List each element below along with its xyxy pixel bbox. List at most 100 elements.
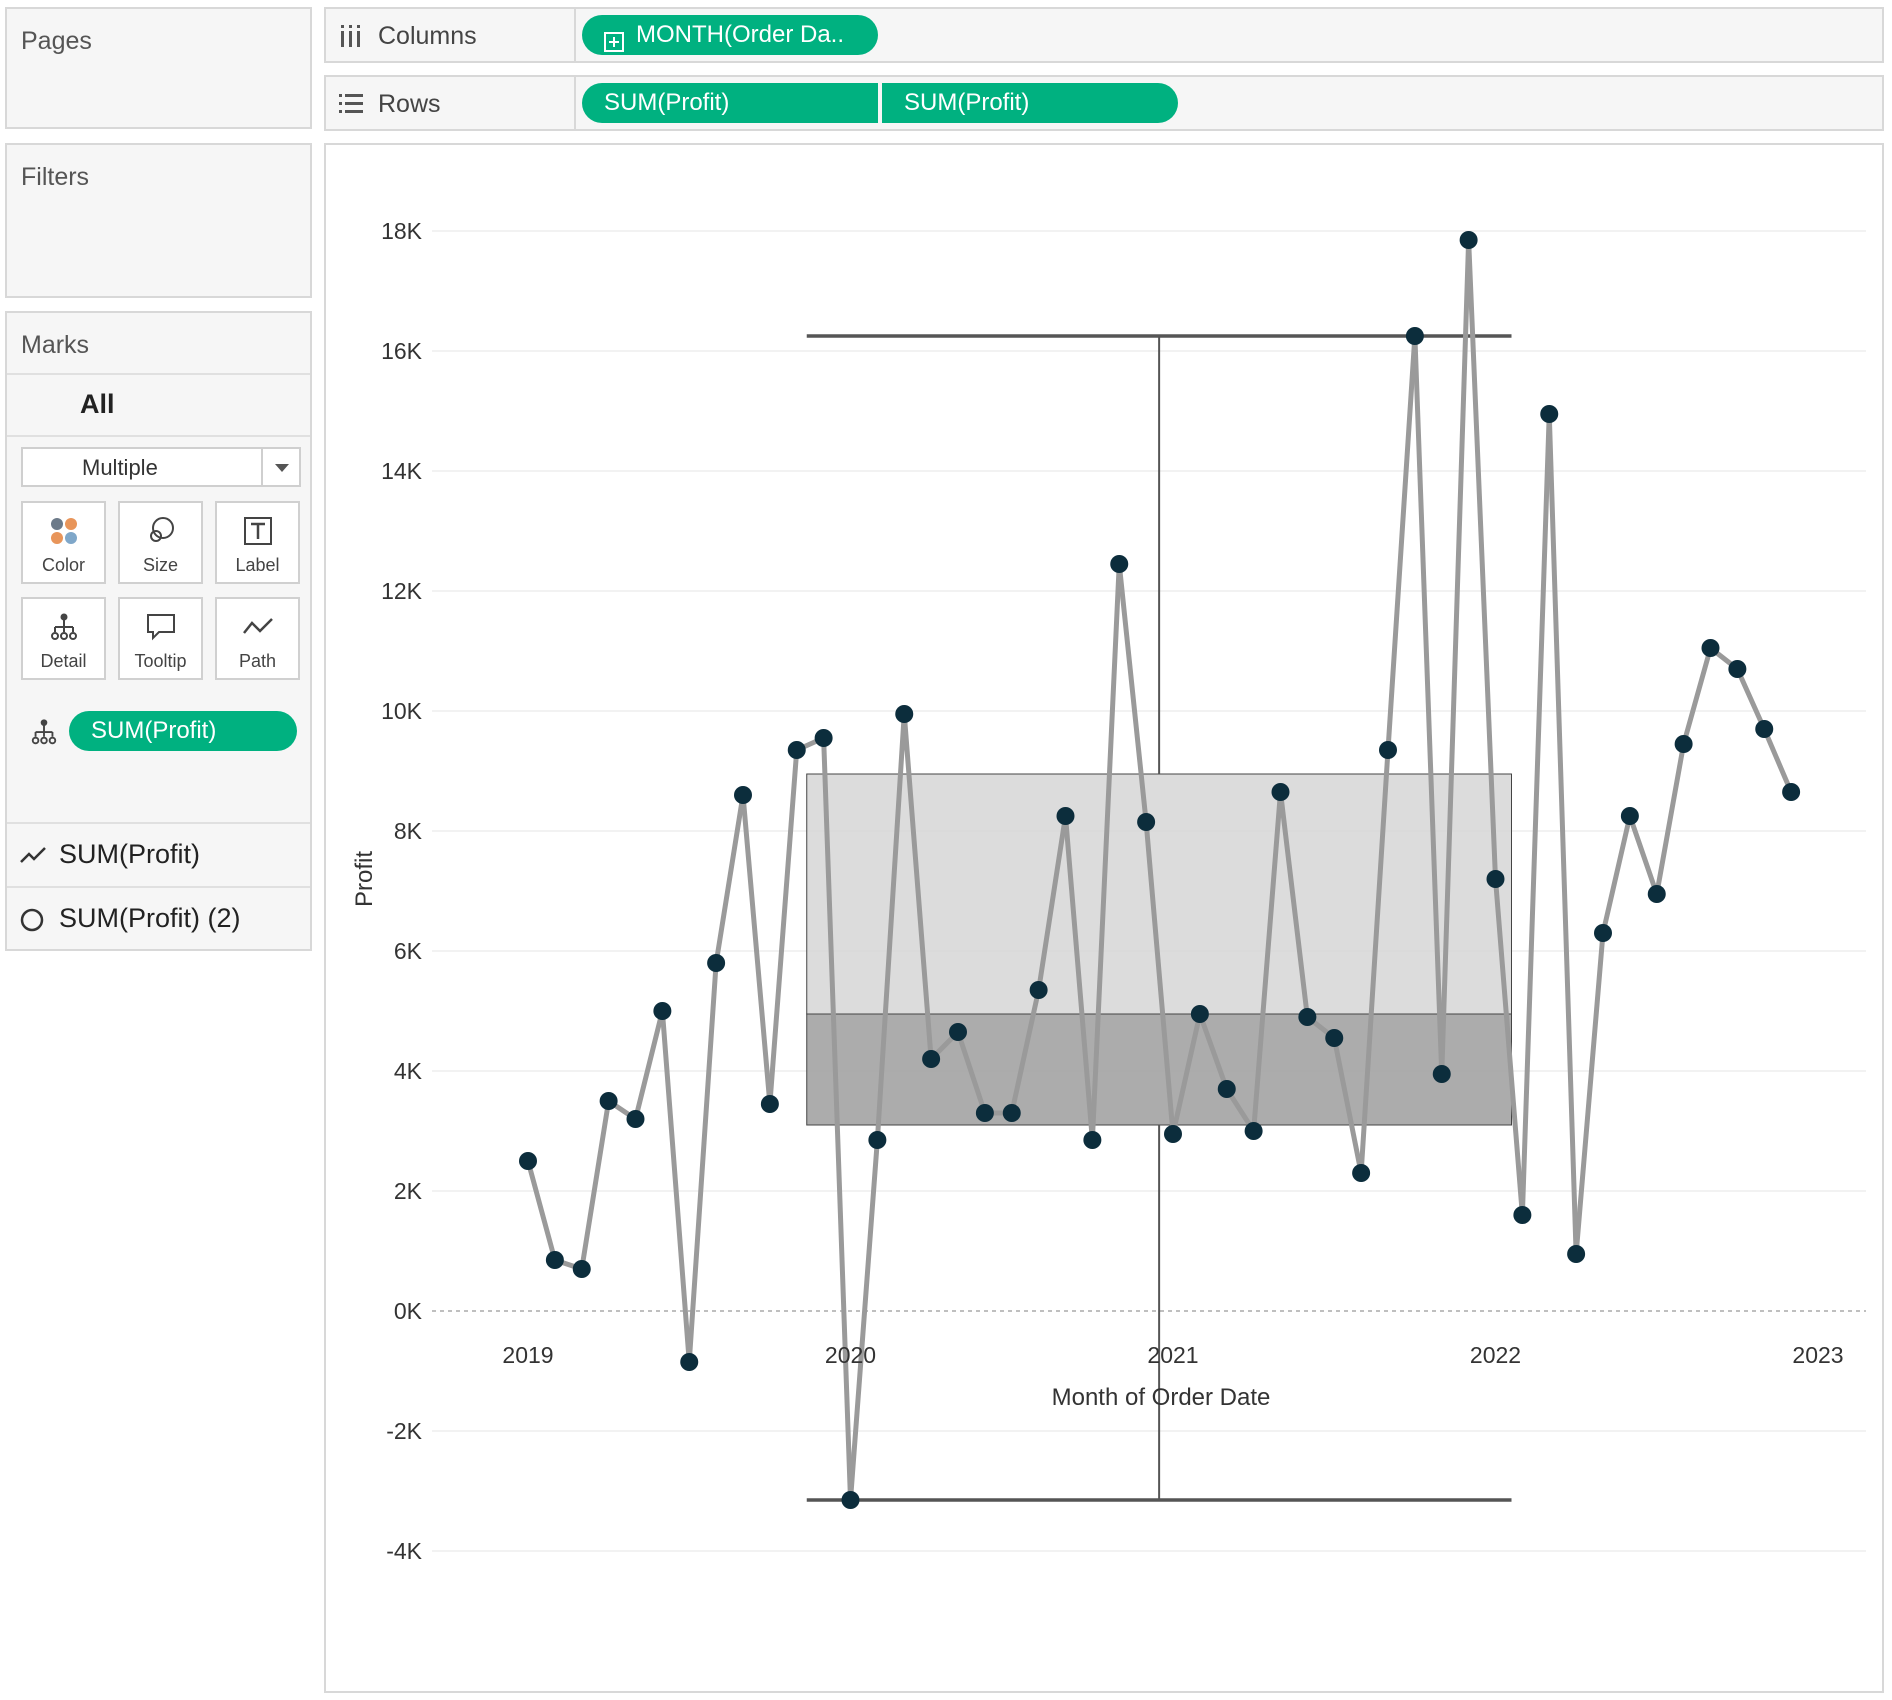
series-line-segment bbox=[1600, 813, 1633, 936]
series-line-segment bbox=[1009, 987, 1042, 1116]
data-point bbox=[922, 1050, 941, 1068]
y-tick-label: 0K bbox=[394, 1298, 423, 1324]
y-tick-label: 10K bbox=[381, 698, 423, 724]
data-point bbox=[734, 786, 752, 804]
data-point bbox=[1056, 807, 1075, 825]
series-line-segment bbox=[1573, 930, 1606, 1257]
series-line-segment bbox=[1546, 411, 1579, 1257]
layer-label: SUM(Profit) bbox=[59, 839, 200, 869]
marks-all-tab[interactable]: All bbox=[7, 373, 310, 437]
plus-box-icon[interactable] bbox=[604, 25, 624, 52]
series-line-segment bbox=[579, 1098, 612, 1272]
series-line-segment bbox=[1036, 813, 1068, 993]
data-point bbox=[1486, 870, 1505, 888]
detail-label: Detail bbox=[40, 651, 87, 671]
data-point bbox=[1755, 720, 1774, 738]
series-line-segment bbox=[740, 792, 773, 1107]
series-line-segment bbox=[1627, 813, 1660, 897]
data-point bbox=[1674, 735, 1693, 753]
path-button[interactable]: Path bbox=[215, 597, 300, 680]
columns-pill[interactable]: MONTH(Order Da.. bbox=[582, 15, 878, 55]
data-point bbox=[895, 705, 914, 723]
series-line-segment bbox=[1143, 819, 1176, 1137]
chart-view[interactable]: 18K 16K 14K 12K 10K 8K 6K 4K 2K 0K -2K -4K 2019 2020 2… bbox=[324, 143, 1884, 1693]
y-tick-label: -2K bbox=[386, 1418, 422, 1444]
data-point bbox=[1432, 1065, 1451, 1083]
series-line-segment bbox=[1761, 726, 1794, 795]
data-point bbox=[1217, 1080, 1236, 1098]
data-point bbox=[1782, 783, 1801, 801]
data-point bbox=[1620, 807, 1639, 825]
data-point bbox=[1164, 1125, 1182, 1143]
series-line-segment bbox=[767, 747, 800, 1107]
x-tick-label: 2021 bbox=[1147, 1342, 1198, 1368]
layer-sum-profit-2[interactable]: SUM(Profit) (2) bbox=[7, 886, 310, 950]
size-button[interactable]: Size bbox=[118, 501, 203, 584]
data-point bbox=[1271, 783, 1290, 801]
filters-card[interactable]: Filters bbox=[5, 143, 312, 298]
y-axis-title: Profit bbox=[351, 851, 378, 907]
color-label: Color bbox=[41, 555, 85, 575]
y-tick-label: 16K bbox=[381, 338, 423, 364]
y-tick-label: 2K bbox=[394, 1178, 423, 1204]
dropdown-separator bbox=[261, 449, 263, 485]
columns-shelf[interactable]: Columns MONTH(Order Da.. bbox=[324, 7, 1884, 63]
y-tick-label: 18K bbox=[381, 218, 423, 244]
series-line-segment bbox=[955, 1029, 988, 1116]
series-line-segment bbox=[525, 1158, 558, 1263]
columns-label: Columns bbox=[378, 22, 477, 50]
detail-pill[interactable]: SUM(Profit) bbox=[69, 711, 297, 751]
label-label: Label bbox=[235, 555, 280, 575]
columns-pill-label: MONTH(Order Da.. bbox=[636, 21, 845, 48]
circle-icon bbox=[19, 906, 47, 934]
color-button[interactable]: Color bbox=[21, 501, 106, 584]
layer-label: SUM(Profit) (2) bbox=[59, 903, 241, 933]
detail-icon bbox=[23, 611, 104, 643]
series-line-segment bbox=[1197, 1011, 1230, 1092]
series-line-segment bbox=[1466, 237, 1498, 882]
x-tick-label: 2023 bbox=[1792, 1342, 1843, 1368]
rows-pill-1[interactable]: SUM(Profit) bbox=[582, 83, 878, 123]
data-point bbox=[1728, 660, 1747, 678]
series-line-segment bbox=[1493, 876, 1525, 1218]
series-line-segment bbox=[1358, 747, 1391, 1176]
series-line-segment bbox=[1412, 333, 1445, 1077]
axis-layer: 18K 16K 14K 12K 10K 8K 6K 4K 2K 0K -2K -4K 2019 2020 2… bbox=[351, 218, 1844, 1564]
series-line-segment bbox=[901, 711, 934, 1062]
data-point bbox=[841, 1491, 860, 1509]
columns-icon bbox=[338, 23, 364, 49]
data-point bbox=[975, 1104, 994, 1122]
layer-sum-profit[interactable]: SUM(Profit) bbox=[7, 822, 310, 886]
pages-card: Pages bbox=[5, 7, 312, 129]
tooltip-icon bbox=[120, 611, 201, 643]
series-line-segment bbox=[1063, 813, 1095, 1143]
data-point bbox=[626, 1110, 645, 1128]
data-point bbox=[599, 1092, 618, 1110]
marks-title: Marks bbox=[21, 331, 90, 359]
y-tick-label: 12K bbox=[381, 578, 423, 604]
label-button[interactable]: Label bbox=[215, 501, 300, 584]
detail-button[interactable]: Detail bbox=[21, 597, 106, 680]
chevron-down-icon[interactable] bbox=[275, 464, 289, 472]
box-lower-half bbox=[806, 1013, 1512, 1126]
mark-type-dropdown[interactable]: Multiple bbox=[21, 447, 301, 487]
label-icon bbox=[217, 515, 298, 547]
series-line-segment bbox=[1089, 561, 1122, 1143]
data-point bbox=[1029, 981, 1048, 999]
columns-shelf-label: Columns bbox=[326, 9, 576, 61]
x-tick-label: 2019 bbox=[502, 1342, 553, 1368]
data-point bbox=[1701, 639, 1720, 657]
y-tick-label: -4K bbox=[386, 1538, 422, 1564]
data-point bbox=[868, 1131, 887, 1149]
data-point bbox=[1594, 924, 1612, 942]
filters-title: Filters bbox=[21, 163, 90, 191]
data-point bbox=[1325, 1029, 1344, 1047]
tooltip-button[interactable]: Tooltip bbox=[118, 597, 203, 680]
x-tick-label: 2020 bbox=[825, 1342, 876, 1368]
data-point bbox=[1567, 1245, 1586, 1263]
data-point bbox=[1647, 885, 1666, 903]
rows-shelf[interactable]: Rows SUM(Profit) SUM(Profit) bbox=[324, 75, 1884, 131]
y-tick-label: 8K bbox=[394, 818, 423, 844]
rows-pill-2[interactable]: SUM(Profit) bbox=[882, 83, 1178, 123]
series-line-segment bbox=[1170, 1011, 1203, 1137]
